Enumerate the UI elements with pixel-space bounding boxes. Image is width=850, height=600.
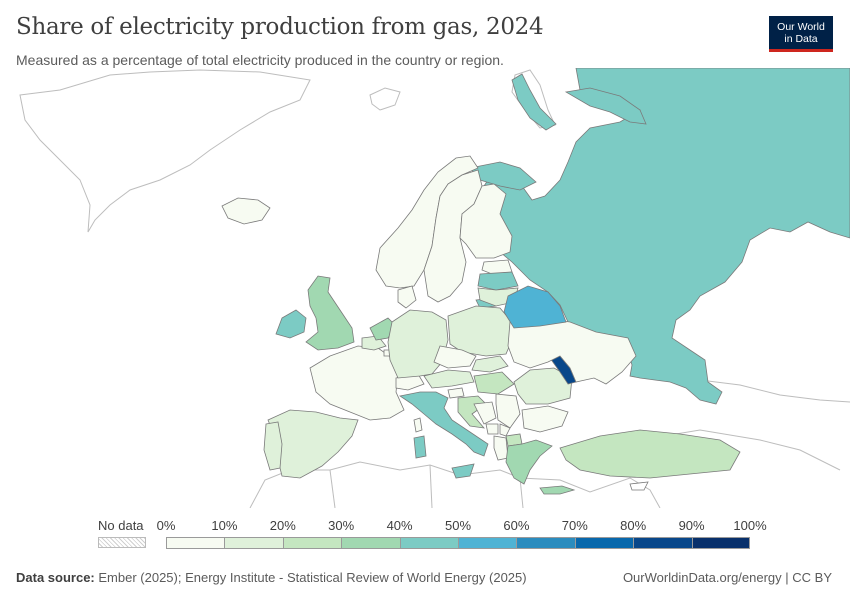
region-corsica xyxy=(413,417,423,433)
legend-bin xyxy=(166,537,225,549)
svalbard-outline xyxy=(369,87,401,111)
region-russia-arctic-island xyxy=(564,87,647,125)
page-subtitle: Measured as a percentage of total electr… xyxy=(16,52,504,68)
region-belarus xyxy=(503,285,567,329)
source-label: Data source: xyxy=(16,570,95,585)
region-italy xyxy=(398,391,489,457)
legend-bin xyxy=(399,537,458,549)
greenland-outline xyxy=(19,69,311,233)
legend-bin xyxy=(633,537,692,549)
footer-url[interactable]: OurWorldinData.org/energy | CC BY xyxy=(622,570,832,585)
africa-border-3 xyxy=(519,477,524,508)
region-bosnia xyxy=(473,401,497,425)
legend-tick-label: 20% xyxy=(269,518,296,533)
legend-bin xyxy=(341,537,400,549)
region-bulgaria xyxy=(521,405,569,433)
legend-tick-label: 100% xyxy=(733,518,767,533)
africa-border-2 xyxy=(429,464,433,508)
page-title: Share of electricity production from gas… xyxy=(16,14,544,40)
region-hungary xyxy=(473,371,515,395)
legend-tick-label: 90% xyxy=(678,518,705,533)
region-slovenia xyxy=(447,387,465,399)
footer-source: Data source: Ember (2025); Energy Instit… xyxy=(16,570,527,585)
region-montenegro xyxy=(485,423,499,435)
legend-tick-label: 10% xyxy=(211,518,238,533)
legend-tick-label: 0% xyxy=(156,518,176,533)
legend-tick-label: 30% xyxy=(328,518,355,533)
legend-bin xyxy=(516,537,575,549)
logo-line-2: in Data xyxy=(784,33,818,45)
region-iceland xyxy=(221,197,271,225)
region-austria xyxy=(423,369,475,389)
region-ireland xyxy=(275,309,307,339)
region-ukraine xyxy=(507,317,637,385)
region-uk xyxy=(305,275,355,351)
region-cyprus xyxy=(629,481,649,491)
caucasus-outline xyxy=(699,379,850,403)
region-slovakia xyxy=(471,355,509,373)
region-germany xyxy=(387,309,449,379)
region-romania xyxy=(513,367,573,405)
region-latvia xyxy=(477,271,519,291)
legend-bin xyxy=(574,537,634,549)
region-finland xyxy=(459,183,513,259)
legend-bin xyxy=(691,537,750,549)
source-text: Ember (2025); Energy Institute - Statist… xyxy=(98,570,527,585)
africa-border-1 xyxy=(329,469,336,508)
region-sardinia xyxy=(413,435,427,459)
region-russia-kola xyxy=(469,161,537,191)
region-denmark xyxy=(397,285,417,309)
legend-bin xyxy=(282,537,342,549)
middle-east-outline xyxy=(639,429,841,471)
region-france xyxy=(309,345,405,421)
legend-tick-label: 70% xyxy=(561,518,588,533)
legend-bin xyxy=(458,537,517,549)
owid-logo[interactable]: Our World in Data xyxy=(769,16,833,52)
region-crete xyxy=(539,485,576,495)
region-portugal xyxy=(263,421,283,471)
region-czechia xyxy=(433,345,477,369)
logo-line-1: Our World xyxy=(777,21,825,33)
region-poland xyxy=(447,305,513,357)
legend-tick-label: 80% xyxy=(620,518,647,533)
legend-tick-label: 40% xyxy=(386,518,413,533)
no-data-swatch xyxy=(98,537,146,548)
region-albania xyxy=(493,435,509,461)
region-sicily xyxy=(451,463,475,479)
color-legend: No data 0% 10% 20% 30% 40% 50% 60% 70% 80% 90% 100… xyxy=(0,516,850,556)
legend-tick-label: 60% xyxy=(503,518,530,533)
legend-tick-label: 50% xyxy=(444,518,472,533)
region-turkey xyxy=(559,429,741,479)
region-novaya-zemlya xyxy=(511,73,557,131)
europe-map xyxy=(19,68,850,508)
no-data-label: No data xyxy=(98,518,144,533)
countries xyxy=(221,68,850,495)
region-serbia xyxy=(495,393,521,429)
legend-bin xyxy=(224,537,283,549)
region-greece xyxy=(505,439,553,485)
